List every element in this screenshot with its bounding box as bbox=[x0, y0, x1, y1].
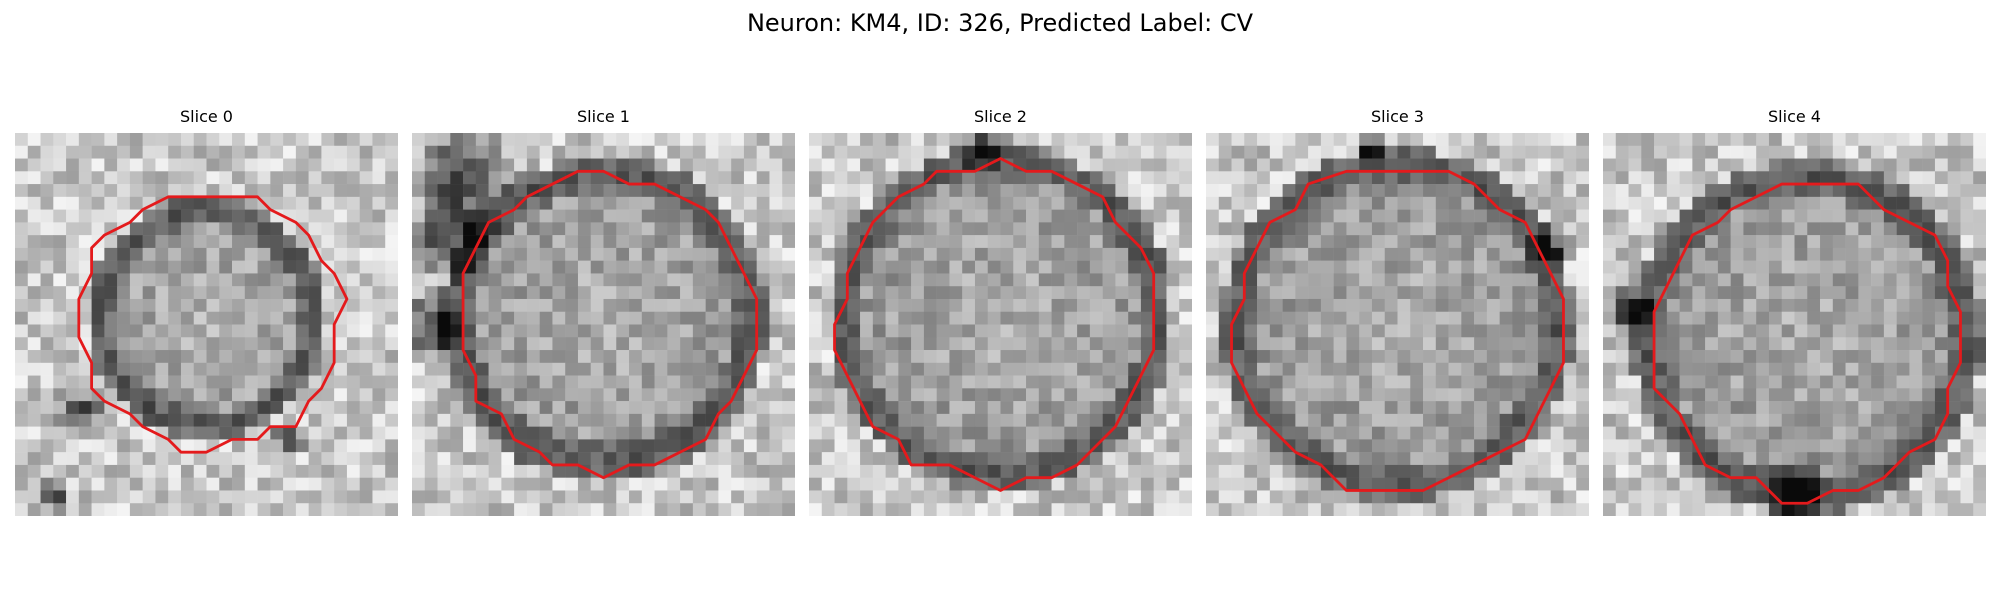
slice-title-1: Slice 1 bbox=[577, 107, 630, 126]
slice-image-2 bbox=[809, 133, 1192, 516]
slice-image-4-canvas bbox=[1603, 133, 1986, 516]
slice-image-4 bbox=[1603, 133, 1986, 516]
contour-4 bbox=[1652, 182, 1962, 505]
slice-panel-1: Slice 1 bbox=[412, 107, 795, 540]
slice-title-4: Slice 4 bbox=[1768, 107, 1821, 126]
contour-1 bbox=[461, 169, 759, 480]
slice-panel-2: Slice 2 bbox=[809, 107, 1192, 540]
slice-panel-4: Slice 4 bbox=[1603, 107, 1986, 540]
slice-image-1-canvas bbox=[412, 133, 795, 516]
slice-image-0 bbox=[15, 133, 398, 516]
contour-2 bbox=[833, 157, 1156, 492]
slice-image-0-canvas bbox=[15, 133, 398, 516]
slice-image-3-canvas bbox=[1206, 133, 1589, 516]
slice-panel-3: Slice 3 bbox=[1206, 107, 1589, 540]
figure-title: Neuron: KM4, ID: 326, Predicted Label: C… bbox=[746, 9, 1254, 37]
contour-3 bbox=[1230, 169, 1565, 492]
slice-panel-0: Slice 0 bbox=[15, 107, 398, 540]
slice-image-3 bbox=[1206, 133, 1589, 516]
slice-title-3: Slice 3 bbox=[1371, 107, 1424, 126]
slice-title-2: Slice 2 bbox=[974, 107, 1027, 126]
contour-0 bbox=[77, 195, 349, 454]
slice-image-2-canvas bbox=[809, 133, 1192, 516]
slice-title-0: Slice 0 bbox=[180, 107, 233, 126]
slice-image-1 bbox=[412, 133, 795, 516]
